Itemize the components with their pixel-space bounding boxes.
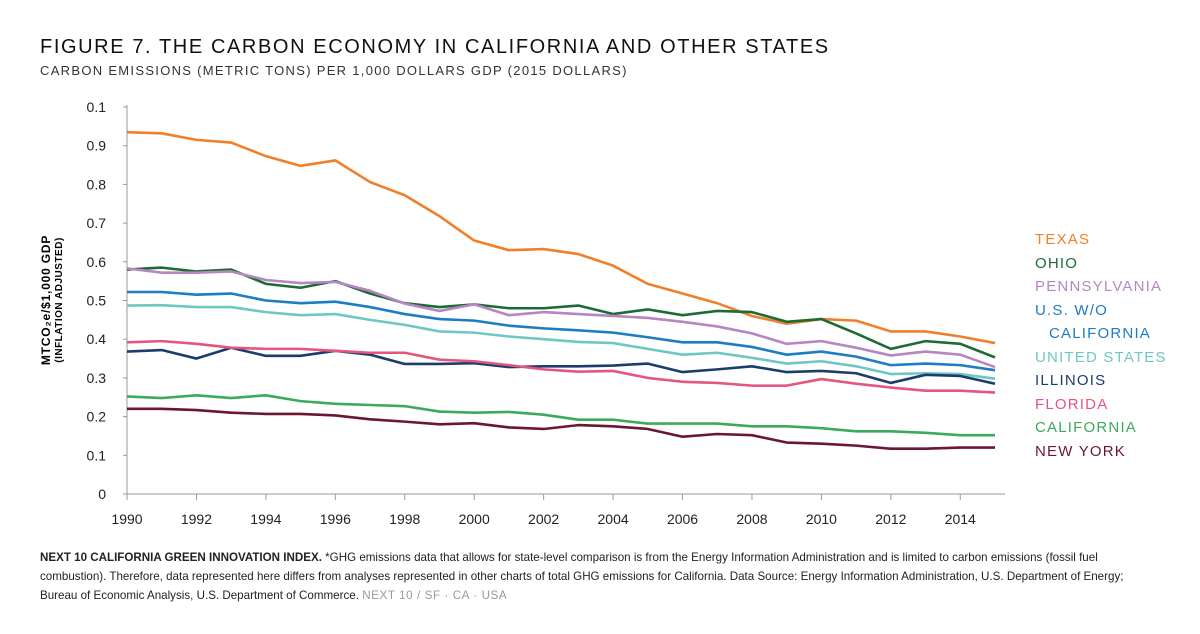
legend-entry: FLORIDA [1035,395,1109,413]
series-line [126,339,996,394]
y-axis-label: MTCO₂e/$1,000 GDP [39,235,53,365]
legend-entry: OHIO [1035,254,1079,272]
x-tick-label: 2008 [736,511,767,527]
y-tick-label: 0.8 [87,176,107,192]
legend-entry: TEXAS [1035,231,1091,248]
x-tick-label: 1996 [320,511,351,527]
series-line [126,130,996,345]
legend: TEXAS OHIO PENNSYLVANIA U.S. W/O CALIFORNIA… [1035,228,1180,463]
x-tick-label: 1990 [111,511,142,527]
x-tick-label: 2014 [945,511,976,527]
y-axis-note: (INFLATION ADJUSTED) [54,237,65,363]
x-tick-label: 2012 [875,511,906,527]
chart: MTCO₂e/$1,000 GDP (INFLATION ADJUSTED) 0… [39,99,1005,527]
footnote-text: *GHG emissions data that allows for stat… [40,551,1124,602]
series-line [127,407,995,451]
x-tick-label: 2006 [667,511,698,527]
y-tick-label: 0.6 [87,254,107,270]
y-tick-label: 0.3 [87,370,107,386]
x-tick-label: 1994 [250,511,281,527]
y-tick-label: 0.4 [87,331,107,347]
legend-entry: ILLINOIS [1035,372,1107,389]
y-tick-label: 0 [98,486,106,502]
series-line [126,394,995,437]
y-tick-label: 0.1 [87,447,107,463]
x-tick-label: 2002 [528,511,559,527]
footnote: NEXT 10 CALIFORNIA GREEN INNOVATION INDE… [40,548,1160,605]
x-tick-label: 2010 [806,511,837,527]
series-line [126,267,996,369]
legend-entry: UNITED STATES [1035,348,1167,366]
series-line [126,303,996,380]
legend-entry: NEW YORK [1035,442,1127,460]
x-tick-label: 1998 [389,511,420,527]
chart-title: FIGURE 7. THE CARBON ECONOMY IN CALIFORN… [40,36,830,58]
legend-entry: CALIFORNIA [1035,419,1138,436]
legend-entry: U.S. W/O CALIFORNIA [1035,301,1152,343]
footnote-source: NEXT 10 CALIFORNIA GREEN INNOVATION INDE… [40,551,322,564]
series-line [126,266,996,359]
series-line [126,346,996,385]
series-line [127,290,996,372]
legend-entry: PENNSYLVANIA [1035,278,1163,295]
y-tick-label: 0.5 [87,293,107,309]
x-tick-label: 1992 [181,511,212,527]
x-tick-label: 2004 [598,511,629,527]
y-tick-label: 0.7 [87,215,107,231]
y-tick-label: 0.9 [87,138,107,154]
y-tick-label: 0.1 [87,99,107,115]
footnote-brand: NEXT 10 / SF · CA · USA [362,589,508,602]
chart-subtitle: CARBON EMISSIONS (METRIC TONS) PER 1,000… [40,63,628,78]
x-tick-label: 2000 [459,511,490,527]
y-tick-label: 0.2 [87,409,107,425]
